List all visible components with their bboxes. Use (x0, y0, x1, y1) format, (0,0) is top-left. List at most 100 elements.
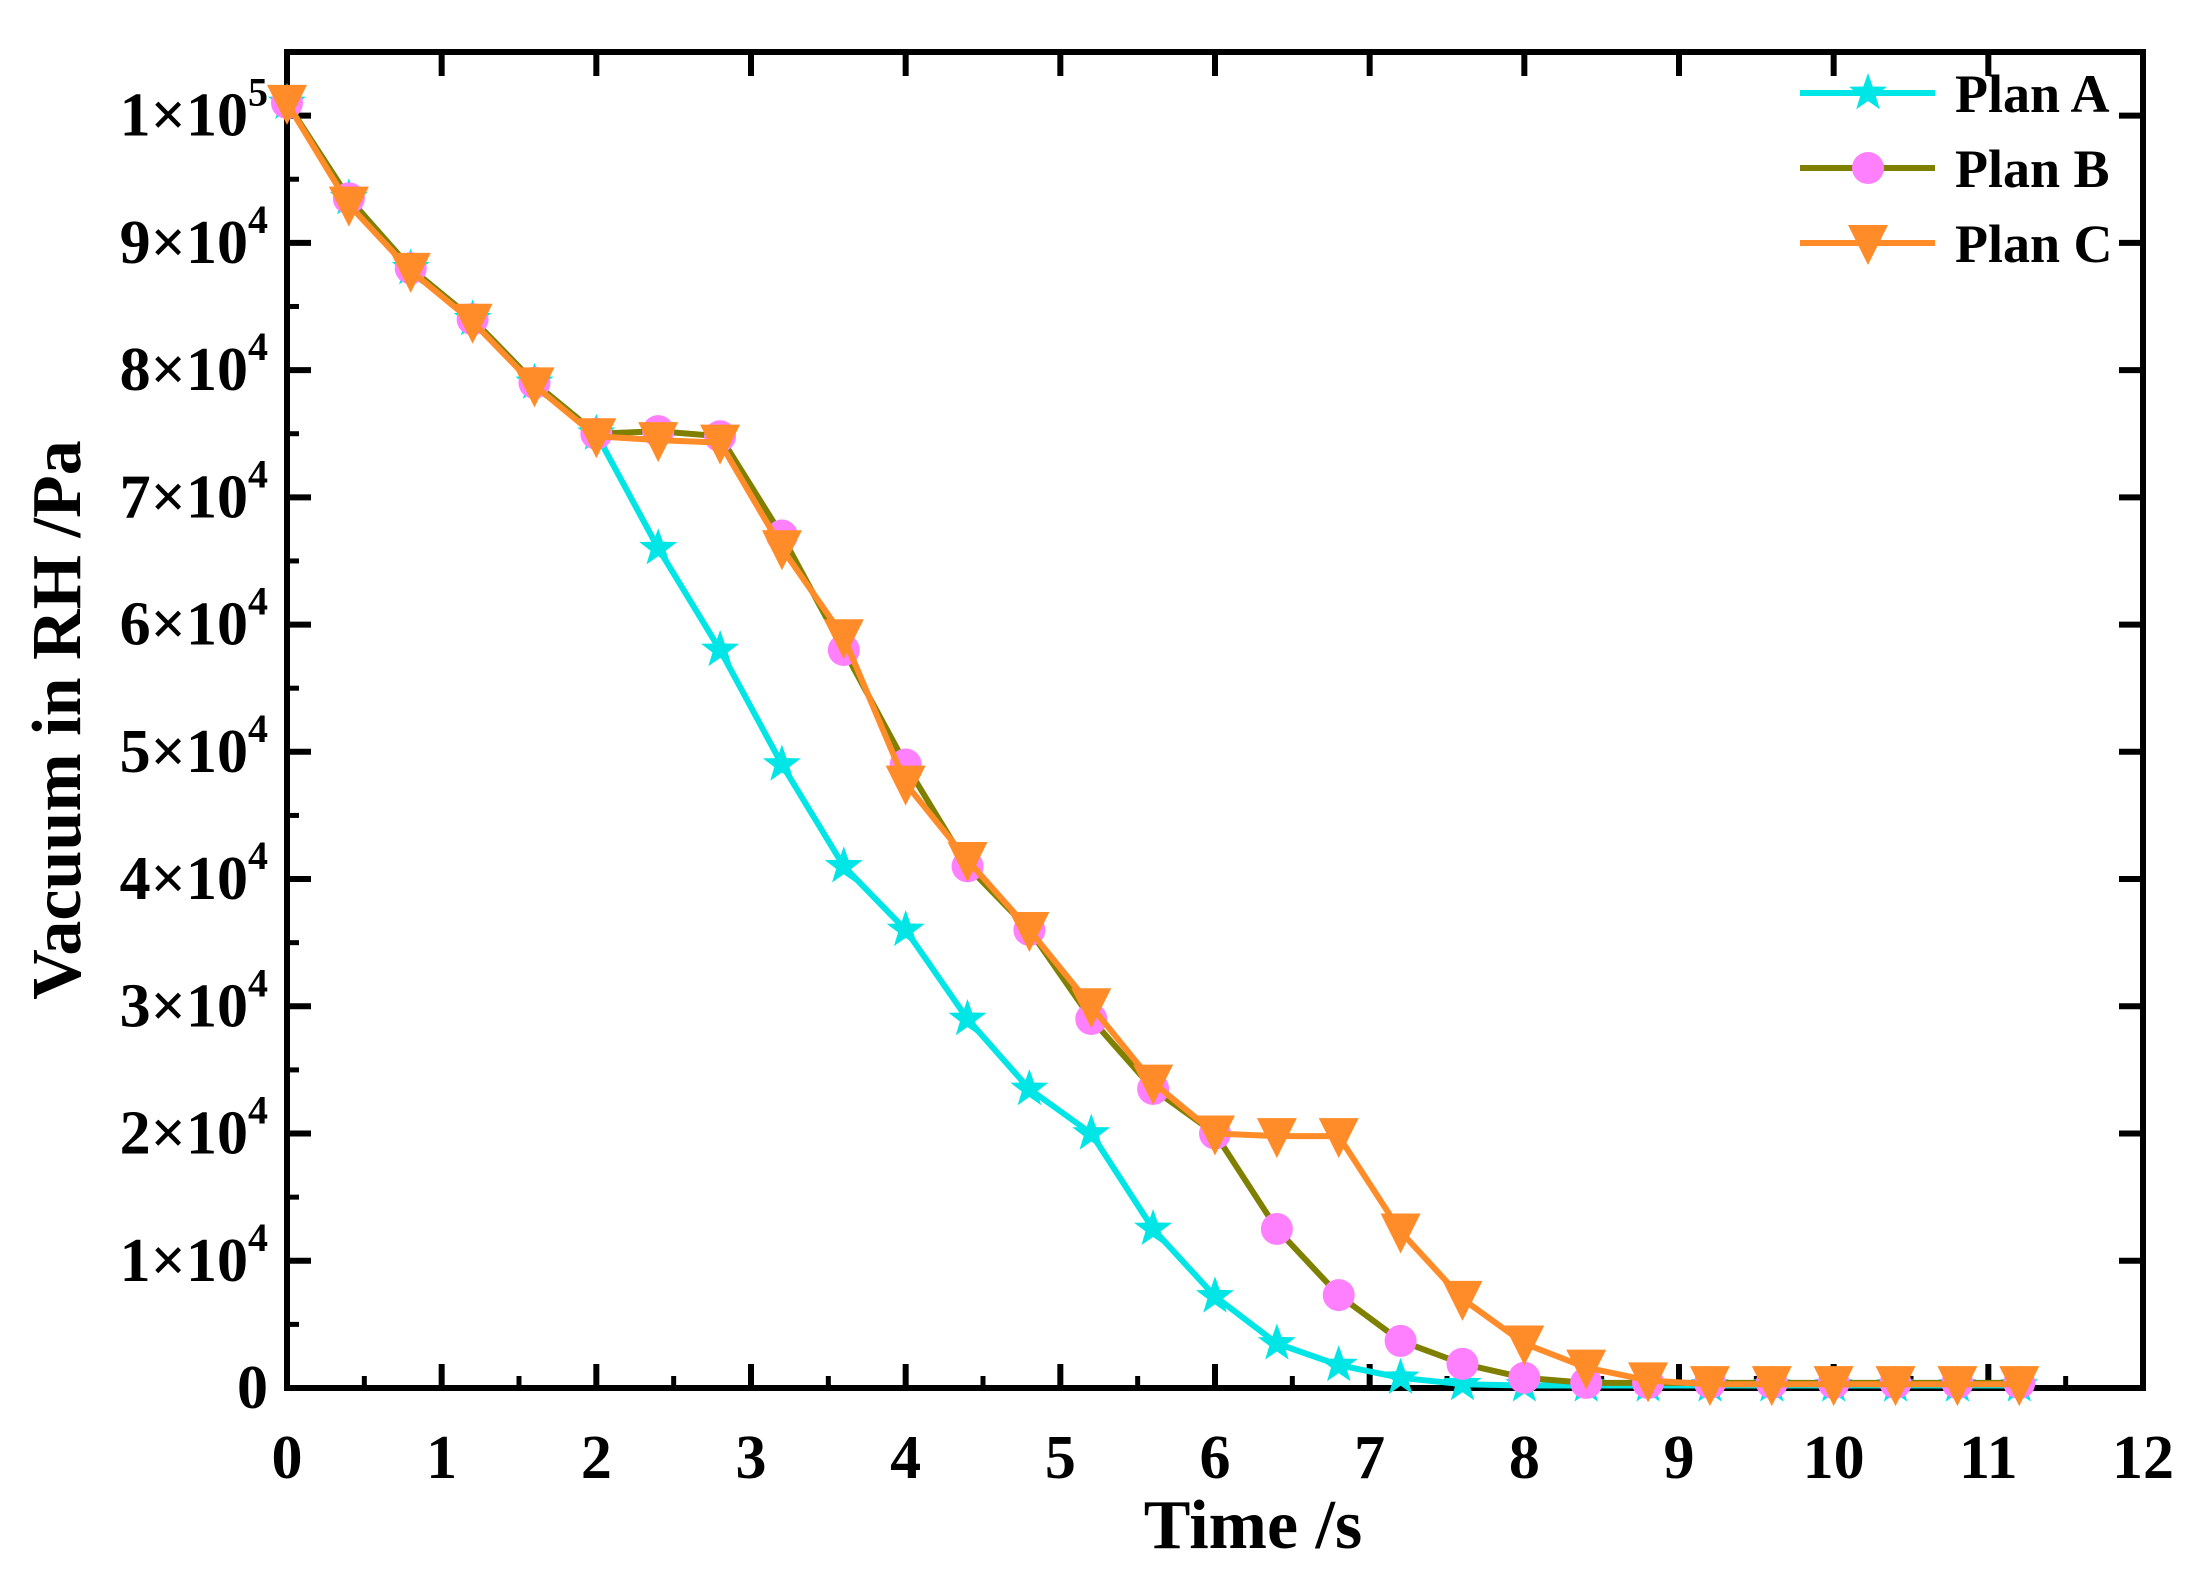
y-tick-mantissa: 1×10 (120, 1227, 248, 1295)
x-tick-label: 1 (426, 1424, 457, 1492)
y-tick-exponent: 4 (248, 706, 268, 751)
data-point-plan-b (1384, 1324, 1417, 1357)
data-point-plan-c (390, 252, 431, 293)
x-tick-label: 0 (272, 1424, 303, 1492)
y-axis-title: Vacuum in RH /Pa (19, 440, 96, 999)
data-point-plan-b (1446, 1347, 1479, 1380)
y-tick-label: 4×104 (120, 833, 268, 913)
data-point-plan-a (1257, 1323, 1296, 1360)
data-point-plan-c (1937, 1366, 1978, 1407)
data-point-plan-b (1260, 1212, 1293, 1245)
y-tick-mantissa: 5×10 (120, 718, 248, 786)
data-point-plan-c (1751, 1366, 1792, 1407)
data-point-plan-c (452, 303, 493, 344)
data-point-plan-c (328, 186, 369, 227)
y-tick-exponent: 4 (248, 960, 268, 1005)
x-tick-label: 11 (1959, 1424, 2018, 1492)
data-point-plan-c (1195, 1115, 1235, 1156)
data-point-plan-c (1442, 1280, 1483, 1321)
data-point-plan-a (639, 528, 678, 565)
data-point-plan-a (1381, 1357, 1420, 1394)
data-point-plan-a (701, 630, 740, 667)
data-point-plan-c (576, 418, 617, 459)
y-axis-ticks: 01×1042×1043×1044×1045×1046×1047×1048×10… (120, 70, 2143, 1422)
y-tick-mantissa: 7×10 (120, 463, 248, 531)
data-point-plan-c (947, 841, 988, 882)
series-layer (267, 82, 2040, 1407)
data-point-plan-c (1628, 1362, 1669, 1403)
y-tick-label: 1×104 (120, 1215, 268, 1295)
y-tick-mantissa: 8×10 (120, 336, 248, 404)
data-point-plan-c (761, 530, 802, 571)
data-point-plan-a (1010, 1069, 1049, 1106)
y-tick-mantissa: 0 (237, 1354, 268, 1422)
legend-marker-plan-c (1848, 225, 1888, 265)
data-point-plan-a (948, 999, 987, 1036)
data-point-plan-a (824, 846, 863, 883)
y-tick-mantissa: 2×10 (120, 1100, 248, 1168)
y-tick-label: 2×104 (120, 1088, 268, 1168)
series-plan-a (268, 82, 2039, 1402)
y-tick-label: 9×104 (120, 197, 268, 277)
y-tick-exponent: 4 (248, 1088, 268, 1133)
y-tick-label: 3×104 (120, 960, 268, 1040)
legend-label-plan-a: Plan A (1955, 64, 2110, 124)
y-tick-label: 6×104 (120, 579, 268, 659)
y-tick-exponent: 4 (248, 1215, 268, 1260)
x-tick-label: 9 (1664, 1424, 1695, 1492)
data-point-plan-a (1196, 1276, 1234, 1313)
legend-label-plan-b: Plan B (1955, 139, 2110, 199)
data-point-plan-b (1508, 1361, 1541, 1394)
x-tick-label: 7 (1354, 1424, 1385, 1492)
y-tick-mantissa: 9×10 (120, 209, 248, 277)
y-tick-mantissa: 1×10 (120, 82, 248, 150)
series-plan-b (271, 86, 2036, 1399)
data-point-plan-a (1072, 1113, 1111, 1150)
x-tick-label: 5 (1045, 1424, 1076, 1492)
data-point-plan-c (1256, 1118, 1297, 1159)
x-tick-label: 6 (1200, 1424, 1231, 1492)
x-tick-label: 3 (736, 1424, 767, 1492)
x-tick-label: 4 (890, 1424, 921, 1492)
data-point-plan-c (885, 765, 926, 806)
y-tick-label: 7×104 (120, 451, 268, 531)
legend-label-plan-c: Plan C (1955, 214, 2113, 274)
y-tick-mantissa: 4×10 (120, 845, 248, 913)
series-line-plan-a (284, 101, 2020, 1389)
legend-marker-plan-a (1849, 73, 1887, 110)
legend-marker-plan-b (1852, 152, 1884, 184)
data-point-plan-c (514, 367, 555, 408)
legend-item-plan-c: Plan C (1800, 214, 2113, 274)
x-axis-ticks: 0 1 2 3 4 5 6 7 8 9 10 11 12 (272, 52, 2174, 1492)
data-point-plan-c (700, 424, 741, 465)
y-tick-label: 1×105 (120, 70, 268, 150)
data-point-plan-a (1319, 1345, 1358, 1382)
y-tick-exponent: 4 (248, 833, 268, 878)
data-point-plan-c (1133, 1064, 1174, 1105)
data-point-plan-b (1322, 1279, 1355, 1312)
y-tick-exponent: 4 (248, 579, 268, 624)
data-point-plan-c (1318, 1118, 1359, 1159)
data-point-plan-c (267, 84, 307, 125)
data-point-plan-c (1504, 1325, 1545, 1366)
data-point-plan-c (1009, 911, 1050, 952)
legend-item-plan-a: Plan A (1800, 64, 2110, 124)
x-tick-label: 10 (1803, 1424, 1865, 1492)
y-tick-mantissa: 3×10 (120, 972, 248, 1040)
x-tick-label: 8 (1509, 1424, 1540, 1492)
data-point-plan-c (1813, 1366, 1854, 1407)
data-point-plan-a (1134, 1209, 1173, 1246)
data-point-plan-c (823, 619, 864, 660)
x-axis-title: Time /s (1144, 1487, 1362, 1564)
data-point-plan-a (1443, 1364, 1482, 1401)
y-tick-exponent: 4 (248, 451, 268, 496)
data-point-plan-c (638, 422, 679, 463)
y-tick-label: 5×104 (120, 706, 268, 786)
data-point-plan-a (762, 744, 801, 781)
y-tick-mantissa: 6×10 (120, 591, 248, 659)
series-line-plan-b (284, 101, 2020, 1386)
data-point-plan-c (1566, 1349, 1607, 1390)
x-tick-label: 2 (581, 1424, 612, 1492)
series-line-plan-c (284, 101, 2020, 1388)
